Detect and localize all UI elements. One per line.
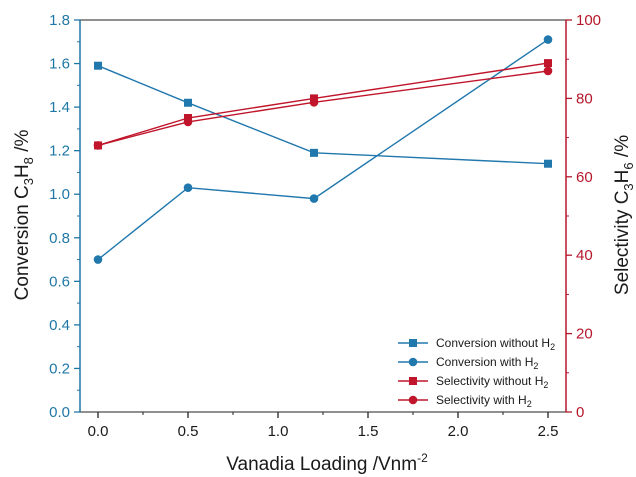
- data-point: [183, 183, 193, 192]
- legend-marker: [408, 357, 418, 367]
- left-axis-tick-label: 1.4: [49, 99, 70, 116]
- legend-label: Selectivity with H2: [436, 393, 532, 409]
- series-3: [94, 59, 552, 150]
- data-point: [543, 66, 553, 76]
- legend-item: Selectivity without H2: [398, 374, 548, 390]
- data-point: [93, 141, 103, 150]
- legend-item: Selectivity with H2: [398, 393, 532, 409]
- data-point: [544, 159, 552, 168]
- legend-label: Selectivity without H2: [436, 374, 548, 390]
- legend-item: Conversion without H2: [398, 336, 555, 352]
- x-axis-tick-label: 2.5: [538, 423, 559, 440]
- left-axis-tick-label: 1.0: [49, 186, 70, 203]
- series-layer: [93, 35, 553, 264]
- series-1: [94, 61, 552, 168]
- data-point: [309, 194, 319, 203]
- legend-marker: [409, 377, 417, 385]
- data-point: [184, 98, 192, 107]
- left-axis-tick-label: 1.6: [49, 56, 70, 73]
- x-axis-tick-label: 1.5: [358, 423, 379, 440]
- x-axis-tick-label: 0.0: [88, 423, 109, 440]
- right-axis-tick-label: 0: [576, 404, 584, 421]
- left-axis-tick-label: 0.0: [49, 404, 70, 421]
- x-axis-title: Vanadia Loading /Vnm-2: [226, 451, 428, 475]
- x-axis: 0.0 0.5 1.0 1.5 2.0 2.5: [88, 412, 559, 440]
- legend-label: Conversion without H2: [436, 336, 555, 352]
- series-line: [97, 39, 549, 261]
- left-axis-tick-label: 1.2: [49, 143, 70, 160]
- data-point: [94, 61, 102, 70]
- right-axis-tick-label: 80: [576, 90, 593, 107]
- data-point: [543, 35, 553, 44]
- right-axis-tick-label: 100: [576, 12, 601, 29]
- series-2: [93, 35, 553, 264]
- right-y-axis: 0 20 40 60 80 100: [565, 12, 601, 421]
- x-axis-tick-label: 0.5: [178, 423, 199, 440]
- left-axis-tick-label: 0.4: [49, 317, 70, 334]
- right-axis-tick-label: 20: [576, 326, 593, 343]
- data-point: [310, 148, 318, 157]
- legend: Conversion without H2 Conversion with H2 S…: [398, 336, 555, 409]
- left-axis-tick-label: 0.6: [49, 273, 70, 290]
- left-y-axis-title: Conversion C3H8 /%: [12, 130, 36, 301]
- legend-item: Conversion with H2: [398, 355, 538, 371]
- data-point: [183, 117, 193, 127]
- legend-marker: [409, 339, 417, 347]
- x-axis-tick-label: 1.0: [268, 423, 289, 440]
- left-axis-tick-label: 0.2: [49, 360, 70, 377]
- legend-label: Conversion with H2: [436, 355, 538, 371]
- left-axis-tick-label: 0.8: [49, 230, 70, 247]
- right-axis-tick-label: 40: [576, 247, 593, 264]
- x-axis-tick-label: 2.0: [448, 423, 469, 440]
- series-line: [97, 62, 549, 147]
- data-point: [93, 255, 103, 264]
- series-line: [97, 65, 549, 165]
- data-point: [544, 59, 552, 68]
- right-axis-tick-label: 60: [576, 169, 593, 186]
- left-y-axis: 0.0 0.2 0.4 0.6 0.8 1.0 1.2 1.4 1.6 1.8: [49, 12, 81, 421]
- legend-marker: [408, 395, 418, 405]
- series-line: [97, 70, 549, 147]
- left-axis-tick-label: 1.8: [49, 12, 70, 29]
- right-y-axis-title: Selectivity C3H6 /%: [612, 135, 636, 295]
- data-point: [309, 98, 319, 107]
- series-4: [93, 66, 553, 150]
